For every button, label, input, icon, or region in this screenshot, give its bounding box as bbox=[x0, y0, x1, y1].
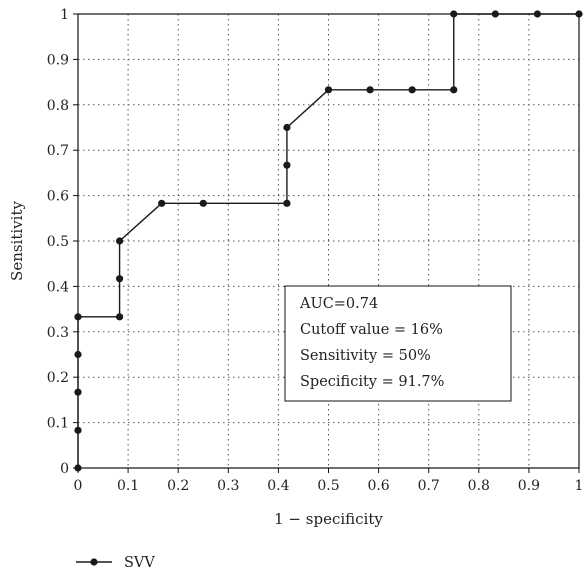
y-axis-ticks: 0 0.1 0.2 0.3 0.4 0.5 0.6 0.7 0.8 0.9 1 bbox=[47, 7, 78, 477]
x-tick-label: 0.9 bbox=[518, 478, 540, 494]
y-tick-label: 0.9 bbox=[47, 52, 69, 68]
data-point bbox=[533, 10, 542, 18]
data-point bbox=[74, 388, 82, 396]
x-tick-label: 0.3 bbox=[217, 478, 239, 494]
x-tick-label: 0.8 bbox=[468, 478, 490, 494]
data-point bbox=[366, 86, 374, 94]
x-tick-label: 0.7 bbox=[418, 478, 440, 494]
y-axis-title: Sensitivity bbox=[8, 201, 26, 281]
annotation-cutoff: Cutoff value = 16% bbox=[300, 322, 443, 338]
x-tick-label: 1 bbox=[575, 478, 584, 494]
data-point bbox=[115, 275, 124, 283]
data-point bbox=[491, 10, 499, 18]
data-point bbox=[283, 161, 291, 169]
legend: SVV bbox=[76, 555, 155, 571]
data-point bbox=[283, 123, 291, 132]
x-tick-label: 0.2 bbox=[167, 478, 189, 494]
annotation-auc: AUC=0.74 bbox=[299, 296, 378, 312]
data-point bbox=[74, 313, 82, 321]
data-point bbox=[199, 199, 207, 207]
y-tick-label: 0.2 bbox=[47, 370, 69, 386]
data-point bbox=[408, 86, 416, 94]
data-point bbox=[324, 86, 333, 94]
data-point bbox=[450, 86, 458, 94]
x-tick-label: 0.6 bbox=[367, 478, 389, 494]
y-tick-label: 0.8 bbox=[47, 98, 69, 114]
y-tick-label: 1 bbox=[60, 7, 69, 23]
data-point bbox=[74, 426, 82, 434]
data-point bbox=[158, 199, 166, 207]
y-tick-label: 0.5 bbox=[47, 234, 69, 250]
x-axis-ticks: 0 0.1 0.2 0.3 0.4 0.5 0.6 0.7 0.8 0.9 1 bbox=[74, 468, 584, 494]
annotation-specificity: Specificity = 91.7% bbox=[300, 374, 444, 390]
x-tick-label: 0.1 bbox=[117, 478, 139, 494]
data-point bbox=[74, 464, 82, 472]
data-point bbox=[450, 10, 458, 18]
data-point bbox=[74, 350, 82, 359]
annotation-frame bbox=[284, 285, 512, 402]
legend-label-svv: SVV bbox=[124, 555, 155, 571]
y-tick-label: 0.4 bbox=[47, 279, 69, 295]
y-tick-label: 0.1 bbox=[47, 416, 69, 432]
y-tick-label: 0.6 bbox=[47, 189, 69, 205]
y-tick-label: 0.7 bbox=[47, 143, 69, 159]
legend-marker-svv bbox=[90, 558, 98, 566]
data-point bbox=[115, 237, 124, 245]
annotation-sensitivity: Sensitivity = 50% bbox=[300, 348, 431, 364]
y-tick-label: 0.3 bbox=[47, 325, 69, 341]
annotation-box: AUC=0.74 Cutoff value = 16% Sensitivity … bbox=[284, 285, 512, 402]
data-point bbox=[283, 199, 291, 207]
x-tick-label: 0.5 bbox=[317, 478, 339, 494]
y-tick-label: 0 bbox=[60, 461, 69, 477]
data-point bbox=[575, 10, 583, 18]
series-layer bbox=[74, 10, 583, 472]
x-tick-label: 0 bbox=[74, 478, 83, 494]
data-point bbox=[115, 313, 124, 321]
x-axis-title: 1 − specificity bbox=[274, 510, 383, 528]
x-tick-label: 0.4 bbox=[267, 478, 289, 494]
